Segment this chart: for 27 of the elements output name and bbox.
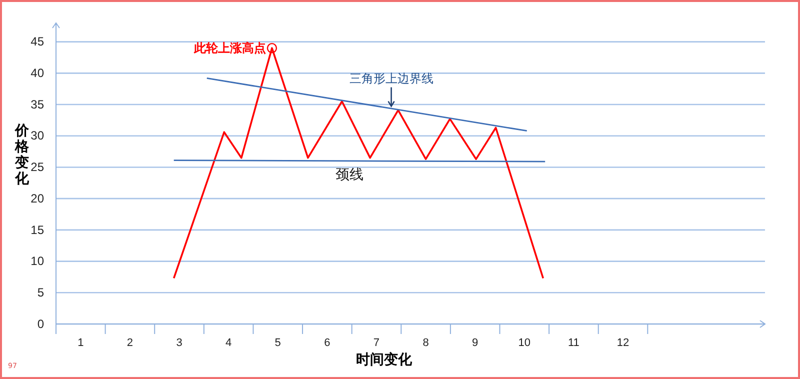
y-tick-label: 25 xyxy=(30,160,44,174)
annotation: 颈线 xyxy=(335,166,364,183)
y-tick-label: 15 xyxy=(30,222,44,237)
x-axis-title: 时间变化 xyxy=(356,351,413,368)
x-tick-label: 11 xyxy=(568,336,580,349)
x-tick-label: 8 xyxy=(422,336,429,349)
x-tick-label: 7 xyxy=(373,336,380,349)
x-tick-label: 12 xyxy=(616,336,630,349)
y-tick-label: 10 xyxy=(30,254,44,268)
x-tick-label: 3 xyxy=(176,336,182,349)
x-tick-label: 10 xyxy=(518,336,531,349)
annotation: 三角形上边界线 xyxy=(349,71,434,86)
y-tick-label: 35 xyxy=(30,97,44,112)
x-tick-label: 2 xyxy=(126,336,134,349)
x-tick-label: 9 xyxy=(472,336,478,349)
y-tick-label: 30 xyxy=(30,128,44,143)
x-tick-label: 1 xyxy=(78,336,84,349)
y-tick-label: 45 xyxy=(30,34,44,49)
x-tick-label: 4 xyxy=(226,336,232,349)
y-tick-label: 5 xyxy=(37,285,44,300)
x-tick-label: 5 xyxy=(274,336,281,349)
x-tick-label: 6 xyxy=(324,336,330,349)
y-tick-label: 20 xyxy=(30,191,44,206)
annotation: 此轮上涨高点 xyxy=(192,41,266,56)
y-tick-label: 0 xyxy=(37,316,44,331)
y-axis-title: 价格变化 xyxy=(14,123,30,187)
y-tick-label: 40 xyxy=(30,66,44,80)
